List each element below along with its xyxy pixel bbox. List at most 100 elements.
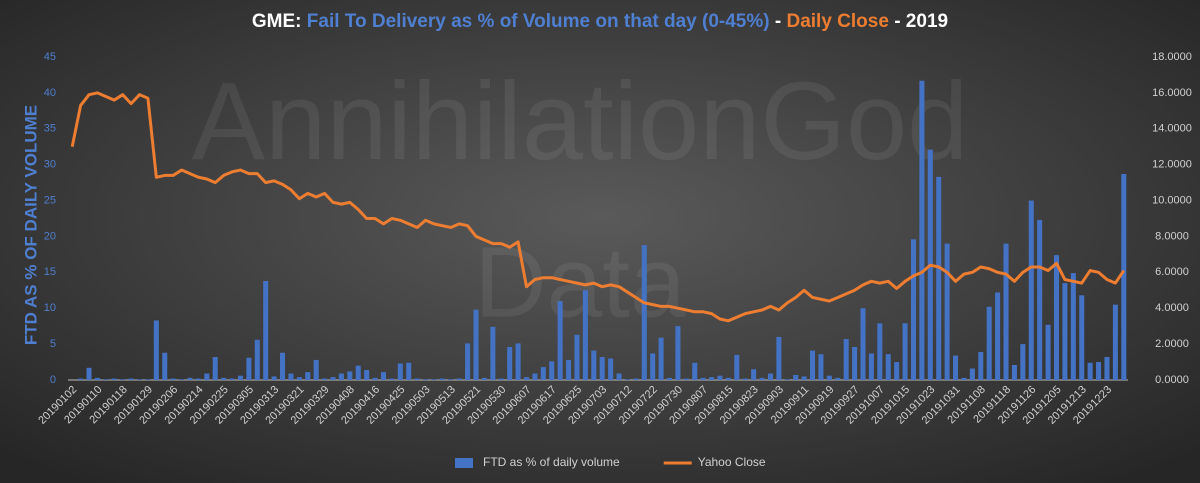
- bar: [860, 308, 866, 380]
- bar: [835, 377, 841, 380]
- bar: [549, 361, 555, 380]
- bar: [574, 334, 580, 380]
- bar: [111, 378, 117, 380]
- title-part: Fail To Delivery as % of Volume on that …: [307, 11, 770, 32]
- bar: [322, 378, 328, 380]
- bar: [608, 358, 614, 380]
- bar: [1070, 273, 1076, 380]
- y-tick-label: 0: [50, 374, 56, 386]
- bar: [195, 378, 201, 380]
- bar: [254, 339, 260, 380]
- bar: [826, 375, 832, 380]
- bar: [532, 373, 538, 380]
- bar: [540, 367, 546, 380]
- bar: [953, 355, 959, 380]
- bar: [498, 378, 504, 380]
- bar: [473, 309, 479, 380]
- bar: [910, 239, 916, 380]
- legend-swatch: [455, 458, 473, 468]
- y-tick-label: 25: [44, 194, 56, 206]
- y-tick-label: 5: [50, 338, 56, 350]
- bar: [742, 378, 748, 380]
- bar: [1028, 200, 1034, 380]
- bar: [894, 362, 900, 380]
- chart-title: GME: Fail To Delivery as % of Volume on …: [252, 11, 948, 32]
- y2-tick-label: 16.0000: [1152, 87, 1192, 99]
- bar: [128, 378, 134, 380]
- bar: [145, 379, 151, 380]
- bar: [692, 362, 698, 380]
- bar: [221, 377, 227, 380]
- title-part: Daily Close: [786, 11, 888, 32]
- bar: [810, 350, 816, 380]
- bar: [94, 377, 100, 380]
- bar: [658, 337, 664, 380]
- title-part: -: [770, 11, 787, 32]
- bar: [591, 350, 597, 380]
- bar: [153, 320, 159, 380]
- bar: [1104, 357, 1110, 380]
- bar: [1045, 324, 1051, 380]
- bar: [751, 369, 757, 380]
- bar: [456, 378, 462, 380]
- bar: [338, 373, 344, 380]
- bar: [709, 377, 715, 380]
- bar: [1096, 362, 1102, 380]
- bar: [372, 377, 378, 380]
- bar: [793, 374, 799, 380]
- watermark: AnnihilationGod: [192, 60, 969, 183]
- bar: [355, 365, 361, 380]
- bar: [978, 352, 984, 380]
- bar: [465, 343, 471, 380]
- bar: [616, 373, 622, 380]
- bar: [170, 378, 176, 380]
- y2-tick-label: 10.0000: [1152, 194, 1192, 206]
- bar: [380, 372, 386, 380]
- bar: [885, 354, 891, 380]
- bar: [877, 323, 883, 380]
- bar: [1011, 364, 1017, 380]
- bar: [397, 363, 403, 380]
- bar: [313, 359, 319, 380]
- bar: [995, 292, 1001, 380]
- bar: [683, 378, 689, 380]
- bar: [448, 379, 454, 380]
- bar: [162, 352, 168, 380]
- bar: [852, 346, 858, 380]
- bar: [641, 245, 647, 380]
- bar: [246, 357, 252, 380]
- bar: [229, 378, 235, 380]
- bar: [120, 379, 126, 380]
- bar: [507, 346, 513, 380]
- bar: [1020, 344, 1026, 380]
- legend-label: Yahoo Close: [698, 455, 766, 469]
- y2-tick-label: 6.0000: [1155, 266, 1189, 278]
- y-tick-label: 20: [44, 230, 56, 242]
- y2-tick-label: 8.0000: [1155, 230, 1189, 242]
- bar: [986, 306, 992, 380]
- bar: [86, 367, 92, 380]
- bar: [675, 326, 681, 380]
- y-tick-label: 30: [44, 159, 56, 171]
- bar: [557, 301, 563, 380]
- y-tick-label: 45: [44, 51, 56, 63]
- bar: [1037, 219, 1043, 380]
- bar: [288, 373, 294, 380]
- bar: [389, 378, 395, 380]
- bar: [868, 353, 874, 380]
- bar: [566, 359, 572, 380]
- y-axis-label: FTD AS % OF DAILY VOLUME: [21, 105, 40, 345]
- bar: [1053, 255, 1060, 380]
- y2-tick-label: 14.0000: [1152, 123, 1192, 135]
- bar: [347, 371, 353, 380]
- bar: [280, 352, 286, 380]
- bar: [969, 368, 975, 380]
- bar: [700, 377, 706, 380]
- bar: [759, 377, 765, 380]
- bar: [919, 80, 925, 380]
- bar: [666, 377, 673, 380]
- bar: [271, 376, 277, 380]
- bar: [650, 353, 656, 380]
